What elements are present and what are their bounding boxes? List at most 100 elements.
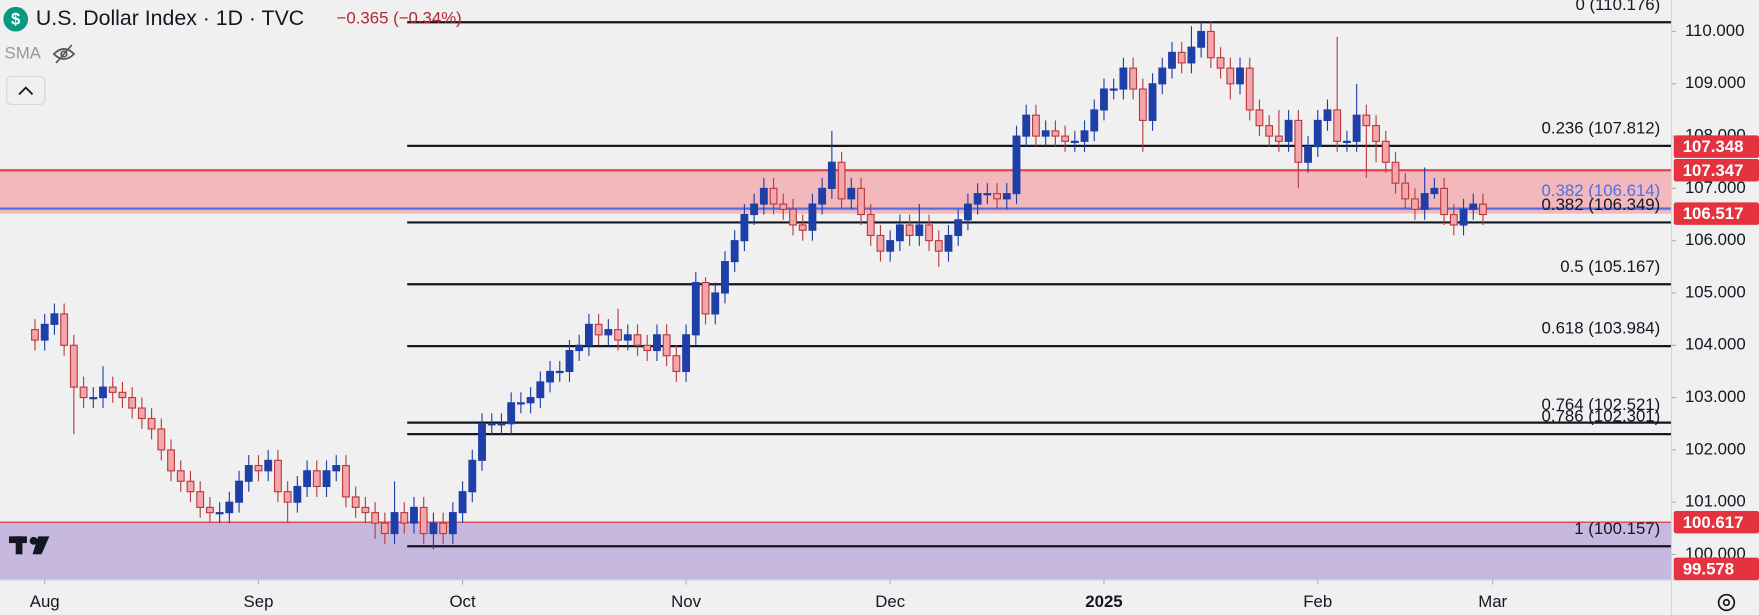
tv-logo bbox=[8, 536, 50, 555]
candle-body bbox=[973, 193, 982, 205]
candle-body bbox=[1226, 67, 1235, 85]
price-label: 100.617 bbox=[1683, 513, 1744, 532]
candle-body bbox=[915, 224, 924, 237]
candle-body bbox=[866, 213, 875, 237]
candle-body bbox=[60, 313, 69, 346]
symbol-icon[interactable] bbox=[3, 6, 29, 32]
price-label-box bbox=[1673, 135, 1759, 158]
collapse-button[interactable] bbox=[6, 75, 46, 106]
x-tick-label: 2025 bbox=[1085, 592, 1122, 611]
fib-level-label: 0.382 (106.349) bbox=[1542, 195, 1661, 214]
candle-body bbox=[1469, 203, 1478, 210]
candle-body bbox=[944, 234, 953, 252]
candle-body bbox=[1051, 130, 1060, 137]
candle-body bbox=[1323, 109, 1332, 121]
candle-body bbox=[1284, 119, 1293, 142]
candle-body bbox=[575, 344, 584, 352]
candle-body bbox=[1061, 135, 1070, 142]
candle-body bbox=[779, 203, 788, 210]
x-tick-label: Feb bbox=[1303, 592, 1332, 611]
candle-body bbox=[79, 386, 88, 399]
candle-body bbox=[410, 506, 418, 524]
candle-body bbox=[128, 397, 137, 409]
price-label-box bbox=[1673, 557, 1759, 581]
candle-body bbox=[1459, 208, 1468, 226]
plot-area: 0.382 (106.614) 0 (110.176) 0.236 (107.812… bbox=[0, 0, 1672, 581]
candle-body bbox=[303, 470, 312, 488]
candle-body bbox=[584, 323, 593, 346]
candle-body bbox=[1430, 187, 1439, 195]
candle-body bbox=[1168, 51, 1176, 69]
settings-icon[interactable] bbox=[1717, 593, 1736, 612]
candle-body bbox=[312, 470, 321, 488]
chart-title[interactable]: U.S. Dollar Index · 1D · TVC bbox=[36, 6, 304, 30]
candle-body bbox=[1216, 57, 1225, 69]
candle-body bbox=[808, 203, 817, 231]
candle-body bbox=[1129, 67, 1138, 90]
collapse-chevron bbox=[18, 86, 34, 95]
change-label: −0.365 (−0.34%) bbox=[337, 9, 462, 28]
candle-body bbox=[1381, 140, 1390, 163]
candle-body bbox=[215, 512, 224, 515]
candle-body bbox=[264, 459, 273, 472]
candle-body bbox=[293, 485, 302, 503]
price-label-box bbox=[1673, 510, 1759, 534]
candle-body bbox=[594, 323, 603, 336]
candle-body bbox=[69, 344, 78, 388]
candle-body bbox=[274, 459, 282, 493]
candle-body bbox=[759, 187, 768, 205]
candle-body bbox=[546, 370, 554, 383]
candle-body bbox=[186, 480, 195, 493]
candle-body bbox=[1401, 182, 1410, 200]
candle-body bbox=[1255, 109, 1264, 127]
price-label: 107.347 bbox=[1683, 161, 1744, 180]
candle-body bbox=[380, 522, 389, 535]
candle-body bbox=[108, 386, 117, 393]
candle-body bbox=[448, 512, 457, 535]
candle-body bbox=[99, 386, 107, 399]
hide-icon[interactable] bbox=[52, 44, 76, 64]
candle-body bbox=[1342, 140, 1351, 144]
candle-body bbox=[1138, 88, 1147, 121]
candle-body bbox=[750, 203, 759, 216]
candle-body bbox=[1304, 145, 1312, 163]
candle-body bbox=[507, 402, 516, 425]
lower-zone bbox=[0, 522, 1672, 581]
candle-body bbox=[672, 355, 681, 372]
candle-body bbox=[876, 234, 885, 252]
candle-body bbox=[1333, 109, 1342, 142]
candle-body bbox=[157, 428, 166, 451]
candle-body bbox=[1002, 193, 1011, 200]
candle-body bbox=[1294, 119, 1303, 163]
candle-body bbox=[31, 329, 39, 341]
candle-body bbox=[371, 512, 380, 524]
fib-level-label: 0.236 (107.812) bbox=[1542, 119, 1661, 138]
x-tick-label: Nov bbox=[671, 592, 701, 611]
y-tick-label: 107.000 bbox=[1685, 178, 1746, 197]
candle-body bbox=[565, 349, 574, 372]
candle-body bbox=[40, 323, 49, 341]
candle-body bbox=[439, 522, 448, 535]
candle-body bbox=[419, 506, 428, 535]
candle-body bbox=[1420, 193, 1429, 210]
candle-body bbox=[643, 344, 652, 352]
candle-body bbox=[400, 512, 409, 524]
candle-body bbox=[526, 397, 535, 404]
candle-body bbox=[244, 465, 253, 482]
candle-body bbox=[351, 496, 360, 508]
fib-level-label: 1 (100.157) bbox=[1574, 519, 1660, 538]
candle-body bbox=[322, 470, 331, 488]
candle-body bbox=[934, 240, 943, 252]
price-label-box bbox=[1673, 202, 1759, 225]
y-tick-label: 106.000 bbox=[1685, 230, 1746, 249]
candle-body bbox=[1177, 51, 1186, 64]
candle-body bbox=[1245, 67, 1254, 111]
candle-body bbox=[1372, 125, 1380, 142]
candle-body bbox=[361, 506, 370, 514]
indicator-label[interactable]: SMA bbox=[4, 43, 41, 62]
candle-body bbox=[342, 465, 350, 498]
candle-body bbox=[1236, 67, 1244, 85]
candle-body bbox=[905, 224, 914, 237]
